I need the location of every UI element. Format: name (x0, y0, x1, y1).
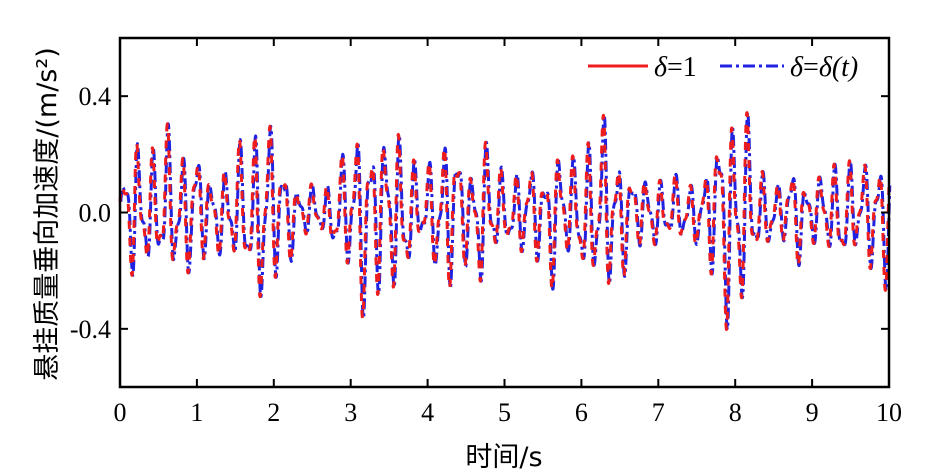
y-axis-title: 悬挂质量垂向加速度/(m/s²) (32, 47, 63, 380)
y-tick-label: 0.0 (79, 199, 112, 228)
x-tick-label: 0 (114, 398, 127, 427)
y-tick-label: 0.4 (79, 82, 112, 111)
series-layer (118, 111, 892, 332)
x-tick-label: 1 (190, 398, 203, 427)
x-tick-label: 10 (876, 398, 902, 427)
legend: δ=1 δ=δ(t) (588, 52, 858, 83)
ticks-layer: 0 1 2 3 4 5 6 7 8 9 10 -0.4 0.0 0.4 (70, 38, 902, 427)
x-tick-label: 4 (421, 398, 434, 427)
x-tick-label: 9 (806, 398, 819, 427)
y-tick-label: -0.4 (70, 315, 111, 344)
x-tick-label: 7 (652, 398, 665, 427)
legend-delta-1-label: δ=1 (654, 52, 697, 83)
x-tick-label: 3 (344, 398, 357, 427)
x-tick-label: 2 (267, 398, 280, 427)
series-delta-1-line (118, 111, 891, 332)
x-axis-title: 时间/s (465, 442, 542, 473)
x-tick-label: 8 (729, 398, 742, 427)
x-tick-label: 6 (575, 398, 588, 427)
plot-frame (118, 36, 891, 389)
x-tick-label: 5 (498, 398, 511, 427)
legend-delta-t-label: δ=δ(t) (790, 52, 858, 83)
